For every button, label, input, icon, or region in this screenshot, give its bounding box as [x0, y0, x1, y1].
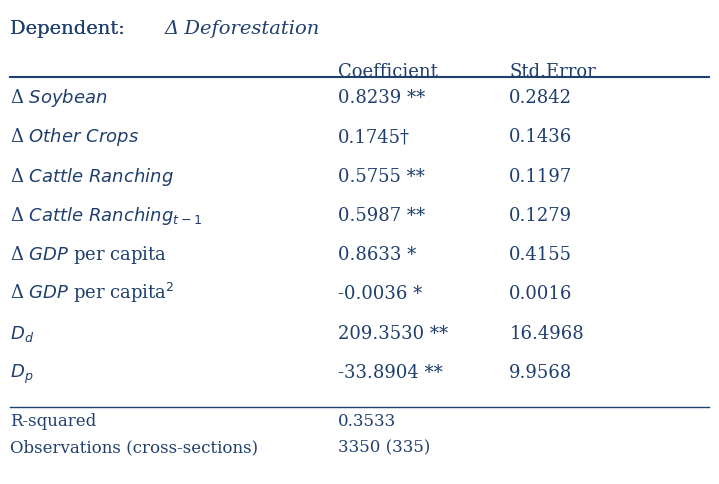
- Text: 0.1745†: 0.1745†: [338, 128, 410, 147]
- Text: Std.Error: Std.Error: [509, 62, 596, 80]
- Text: Δ $\it{Soybean}$: Δ $\it{Soybean}$: [10, 87, 107, 109]
- Text: 0.3533: 0.3533: [338, 413, 396, 430]
- Text: 0.2842: 0.2842: [509, 89, 572, 107]
- Text: Δ $\it{GDP}$ per capita: Δ $\it{GDP}$ per capita: [10, 244, 167, 266]
- Text: Observations (cross-sections): Observations (cross-sections): [10, 439, 258, 456]
- Text: Δ $\it{Cattle\ Ranching}$$_{t-1}$: Δ $\it{Cattle\ Ranching}$$_{t-1}$: [10, 205, 202, 227]
- Text: 0.5755 **: 0.5755 **: [338, 168, 425, 186]
- Text: R-squared: R-squared: [10, 413, 96, 430]
- Text: Dependent:: Dependent:: [10, 19, 131, 38]
- Text: Δ Deforestation: Δ Deforestation: [165, 19, 320, 38]
- Text: 0.1279: 0.1279: [509, 207, 572, 225]
- Text: 0.0016: 0.0016: [509, 286, 573, 303]
- Text: $\it{D}$$_{d}$: $\it{D}$$_{d}$: [10, 324, 34, 344]
- Text: Δ $\it{GDP}$ per capita$^{2}$: Δ $\it{GDP}$ per capita$^{2}$: [10, 281, 175, 305]
- Text: 0.5987 **: 0.5987 **: [338, 207, 425, 225]
- Text: Δ $\it{Cattle\ Ranching}$: Δ $\it{Cattle\ Ranching}$: [10, 166, 174, 188]
- Text: 16.4968: 16.4968: [509, 325, 584, 343]
- Text: 0.1436: 0.1436: [509, 128, 572, 147]
- Text: 209.3530 **: 209.3530 **: [338, 325, 448, 343]
- Text: $\it{D}$$_{p}$: $\it{D}$$_{p}$: [10, 363, 33, 386]
- Text: Dependent:: Dependent:: [10, 19, 131, 38]
- Text: 0.8633 *: 0.8633 *: [338, 246, 416, 264]
- Text: -0.0036 *: -0.0036 *: [338, 286, 422, 303]
- Text: -33.8904 **: -33.8904 **: [338, 364, 443, 382]
- Text: 3350 (335): 3350 (335): [338, 439, 431, 456]
- Text: Δ $\it{Other\ Crops}$: Δ $\it{Other\ Crops}$: [10, 126, 139, 149]
- Text: Coefficient: Coefficient: [338, 62, 438, 80]
- Text: 0.1197: 0.1197: [509, 168, 572, 186]
- Text: 0.4155: 0.4155: [509, 246, 572, 264]
- Text: 0.8239 **: 0.8239 **: [338, 89, 426, 107]
- Text: 9.9568: 9.9568: [509, 364, 572, 382]
